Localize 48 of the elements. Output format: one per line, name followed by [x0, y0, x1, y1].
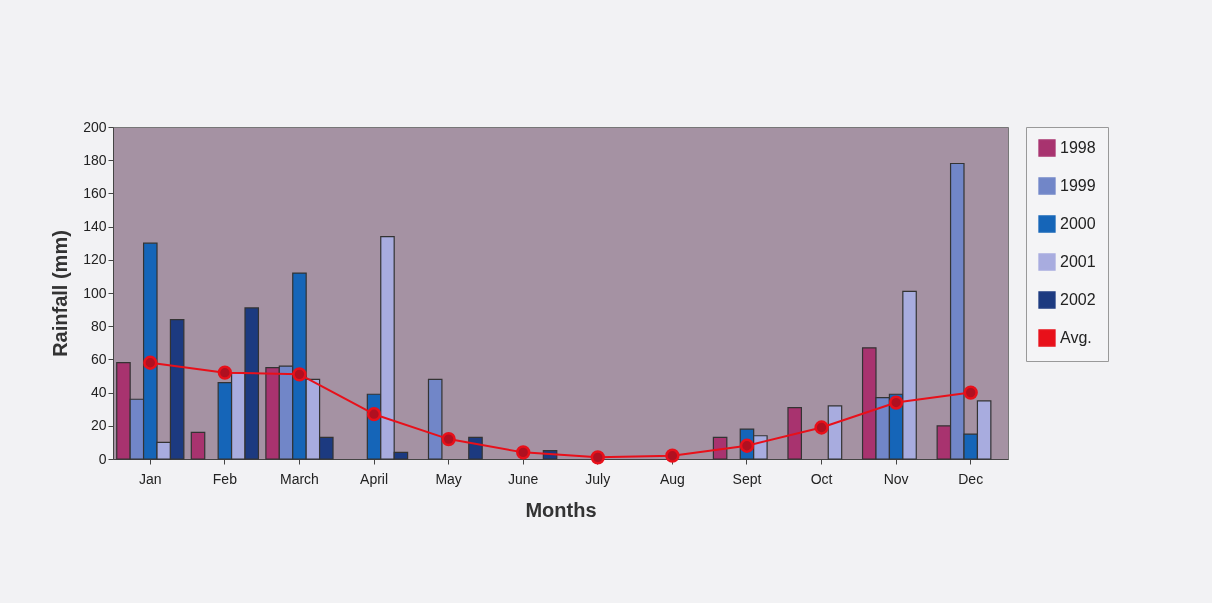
y-tick-label: 0: [98, 450, 107, 467]
bar: [468, 436, 483, 460]
point: [590, 450, 605, 465]
point: [665, 448, 680, 463]
bar: [190, 431, 206, 460]
x-tick-label: Oct: [810, 470, 833, 487]
point: [516, 445, 531, 460]
legend-label: 2002: [1060, 291, 1096, 308]
y-tick-label: 140: [83, 218, 107, 235]
y-tick-label: 80: [90, 317, 107, 334]
legend-label: 2000: [1060, 215, 1096, 232]
x-tick-label: Dec: [958, 470, 984, 487]
x-axis-title: Months: [525, 498, 597, 521]
y-tick-label: 60: [90, 350, 107, 367]
point: [366, 407, 382, 422]
y-tick-label: 160: [83, 184, 107, 201]
bar: [427, 378, 443, 460]
x-tick-label: March: [280, 470, 319, 487]
x-tick-label: Feb: [212, 470, 238, 487]
point: [814, 420, 829, 435]
x-tick-label: April: [360, 470, 389, 487]
x-tick-label: July: [585, 470, 611, 487]
y-axis-title: Rainfall (mm): [49, 230, 72, 357]
y-tick-label: 40: [90, 384, 107, 401]
x-tick-label: Sept: [732, 470, 762, 487]
x-tick-label: June: [508, 470, 539, 487]
x-tick-label: Nov: [883, 470, 909, 487]
point: [963, 385, 978, 400]
bar: [827, 405, 843, 460]
y-tick-label: 120: [83, 251, 107, 268]
x-tick-label: May: [435, 470, 462, 487]
x-tick-label: Jan: [139, 470, 162, 487]
point: [888, 395, 904, 410]
point: [217, 365, 233, 380]
point: [739, 438, 755, 453]
y-tick-label: 100: [83, 284, 107, 301]
legend-label: 1999: [1060, 177, 1096, 194]
point: [441, 431, 456, 447]
bar: [787, 406, 802, 460]
legend-label: 2001: [1060, 253, 1096, 270]
x-tick-label: Aug: [659, 470, 685, 487]
point: [292, 367, 307, 382]
point: [143, 355, 158, 370]
y-tick-label: 200: [83, 118, 107, 135]
y-tick-label: 180: [83, 151, 107, 168]
y-tick-label: 20: [90, 417, 107, 434]
legend-label: 1998: [1060, 139, 1096, 156]
legend-label: Avg.: [1060, 329, 1092, 346]
